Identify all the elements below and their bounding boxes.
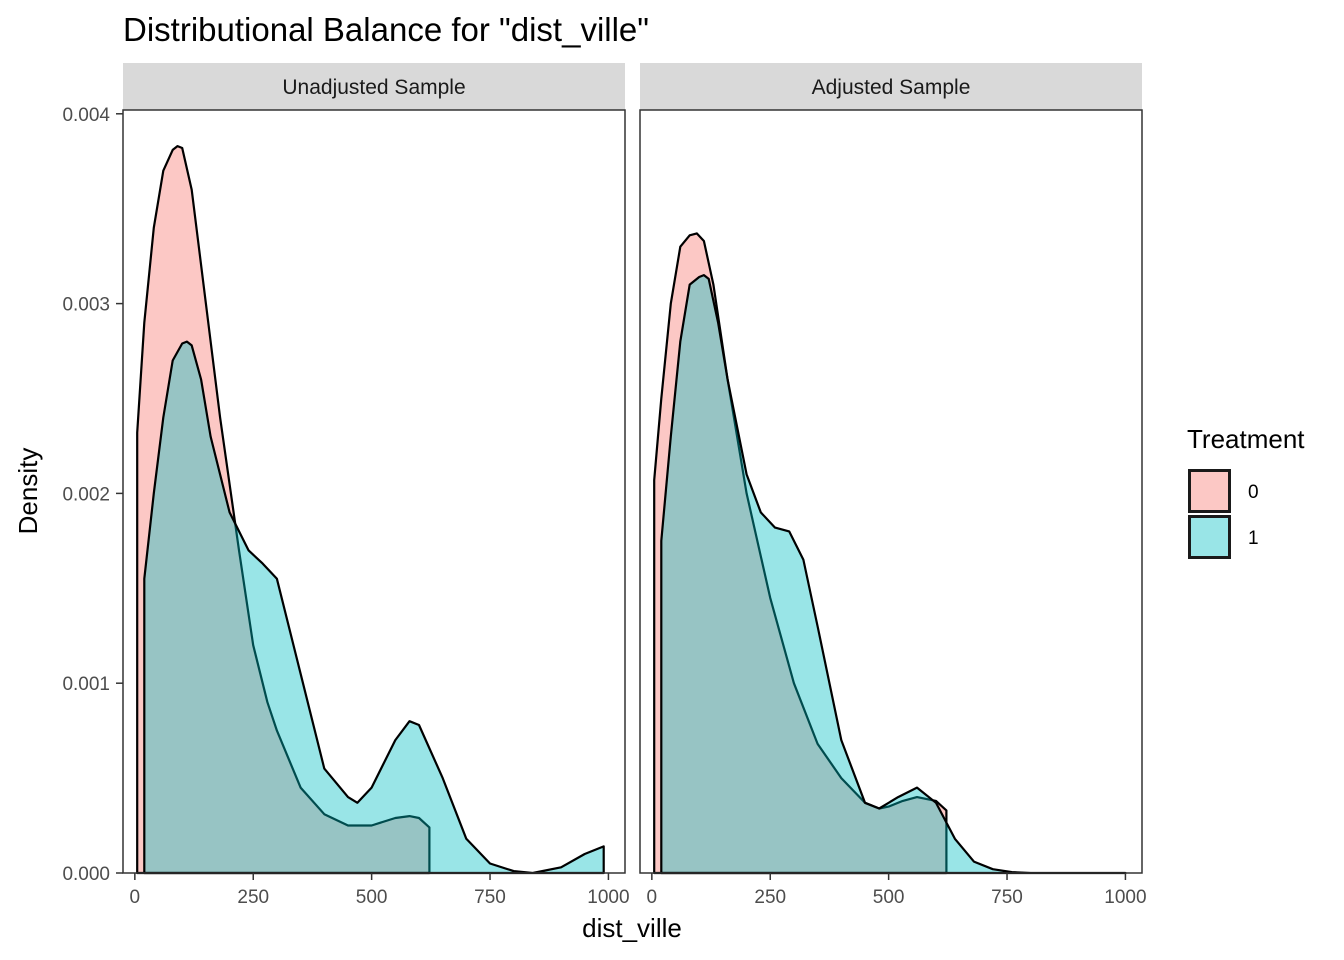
x-axis-title: dist_ville (582, 913, 682, 943)
panel-border (639, 109, 1143, 874)
x-tick-label: 1000 (1104, 887, 1146, 908)
plot-area-adjusted (653, 232, 1127, 875)
strip-label-unadjusted: Unadjusted Sample (282, 76, 465, 99)
legend-label-1: 1 (1248, 528, 1259, 549)
x-tick-label: 500 (356, 887, 388, 908)
density-area-0 (653, 232, 948, 875)
y-axis-title: Density (13, 448, 43, 535)
legend-key-0 (1188, 469, 1231, 513)
x-tick-label: 0 (647, 887, 658, 908)
x-tick-label: 750 (991, 887, 1023, 908)
legend: Treatment 01 (1187, 424, 1305, 559)
x-tick-label: 1000 (587, 887, 629, 908)
y-tick-label: 0.003 (62, 295, 110, 316)
x-tick-label: 250 (754, 887, 786, 908)
panel-adjusted: Adjusted Sample (639, 63, 1143, 875)
legend-keys: 01 (1188, 469, 1259, 559)
x-tick-label: 750 (474, 887, 506, 908)
x-tick-label: 250 (237, 887, 269, 908)
legend-label-0: 0 (1248, 482, 1259, 503)
chart-title: Distributional Balance for "dist_ville" (123, 11, 649, 48)
y-tick-label: 0.002 (62, 484, 110, 505)
y-tick-label: 0.001 (62, 674, 110, 695)
x-tick-label: 500 (873, 887, 905, 908)
plot-area-unadjusted (136, 145, 605, 875)
x-axis-unadjusted: 0 250 500 750 1000 (130, 873, 630, 908)
panel-unadjusted: Unadjusted Sample (122, 63, 626, 875)
density-area-1 (660, 274, 1127, 875)
panel-border (122, 109, 626, 874)
x-axis-adjusted: 0 250 500 750 1000 (647, 873, 1147, 908)
strip-background (123, 63, 625, 110)
y-axis: 0.000 0.001 0.002 0.003 0.004 (62, 105, 123, 885)
legend-title: Treatment (1187, 424, 1305, 454)
strip-label-adjusted: Adjusted Sample (812, 76, 971, 99)
density-area-0 (136, 145, 431, 875)
x-tick-label: 0 (130, 887, 141, 908)
y-tick-label: 0.000 (62, 864, 110, 885)
legend-key-1 (1188, 515, 1231, 559)
strip-background (640, 63, 1142, 110)
y-tick-label: 0.004 (62, 105, 110, 126)
